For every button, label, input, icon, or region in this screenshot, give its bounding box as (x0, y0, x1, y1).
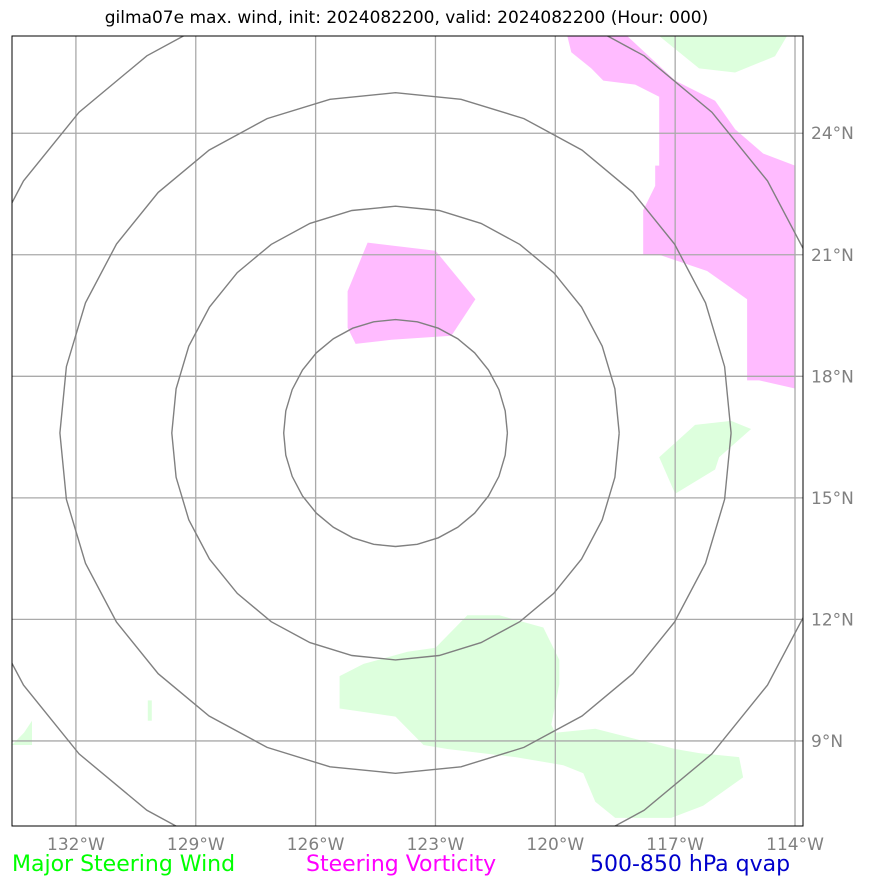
vorticity-region-1 (567, 36, 795, 389)
wind-region-3 (12, 720, 32, 745)
x-tick-label: 126°W (287, 835, 345, 855)
y-tick-label: 18°N (811, 367, 854, 387)
x-tick-label: 132°W (47, 835, 105, 855)
x-tick-label: 123°W (407, 835, 465, 855)
legend-qvap: 500-850 hPa qvap (590, 852, 791, 877)
x-tick-label: 117°W (646, 835, 704, 855)
x-tick-label: 120°W (526, 835, 584, 855)
wind-region-4 (147, 700, 152, 721)
wind-region-1 (659, 420, 752, 494)
wind-region-2 (339, 615, 744, 818)
range-ring-3 (59, 91, 732, 775)
y-tick-label: 21°N (811, 246, 854, 266)
range-ring-2 (171, 205, 620, 661)
x-tick-label: 114°W (766, 835, 824, 855)
legend-major-steering-wind: Major Steering Wind (12, 852, 236, 877)
y-tick-label: 12°N (811, 610, 854, 630)
wind-region-0 (659, 36, 787, 73)
y-tick-label: 24°N (811, 124, 854, 144)
vorticity-region-0 (347, 242, 476, 344)
x-tick-label: 129°W (167, 835, 225, 855)
x-tick-labels: 132°W 129°W 126°W 123°W 120°W 117°W 114°W (47, 835, 824, 855)
y-tick-labels: 24°N 21°N 18°N 15°N 12°N 9°N (811, 124, 854, 752)
y-tick-label: 15°N (811, 489, 854, 509)
range-rings (12, 36, 803, 826)
shaded-regions (12, 36, 795, 818)
range-ring-1 (282, 318, 509, 548)
plot-frame (11, 35, 804, 827)
graticule (12, 36, 803, 826)
y-tick-label: 9°N (811, 732, 843, 752)
range-ring-4 (12, 36, 803, 826)
legend-steering-vorticity: Steering Vorticity (306, 852, 497, 877)
chart-title: gilma07e max. wind, init: 2024082200, va… (104, 8, 709, 28)
